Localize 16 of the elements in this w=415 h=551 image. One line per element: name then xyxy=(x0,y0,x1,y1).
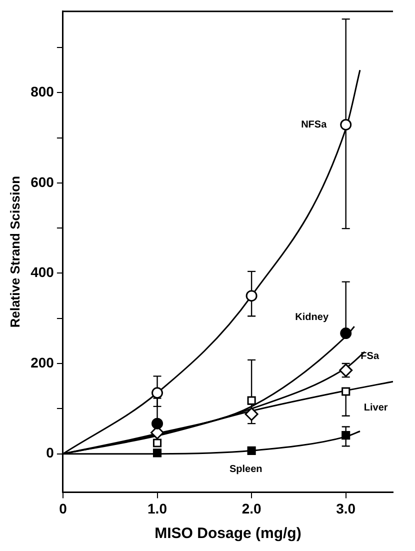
series-label: Spleen xyxy=(229,464,262,476)
series-label: Kidney xyxy=(295,312,329,324)
x-axis-title: MISO Dosage (mg/g) xyxy=(154,525,302,542)
x-tick-label: 0 xyxy=(59,500,68,516)
x-tick-label: 2.0 xyxy=(242,500,262,516)
series-label: FSa xyxy=(360,351,380,362)
x-tick-label: 3.0 xyxy=(336,500,356,516)
x-tick-label: 1.0 xyxy=(148,500,168,516)
y-tick-label: 200 xyxy=(30,354,54,370)
y-tick-label: 600 xyxy=(30,174,54,190)
y-tick-label: 800 xyxy=(30,84,54,100)
y-axis-title: Relative Strand Scission xyxy=(7,176,22,328)
series-label: Liver xyxy=(364,402,388,414)
series-label: NFSa xyxy=(301,119,328,130)
y-tick-label: 400 xyxy=(30,264,54,280)
y-tick-label: 0 xyxy=(46,444,54,461)
